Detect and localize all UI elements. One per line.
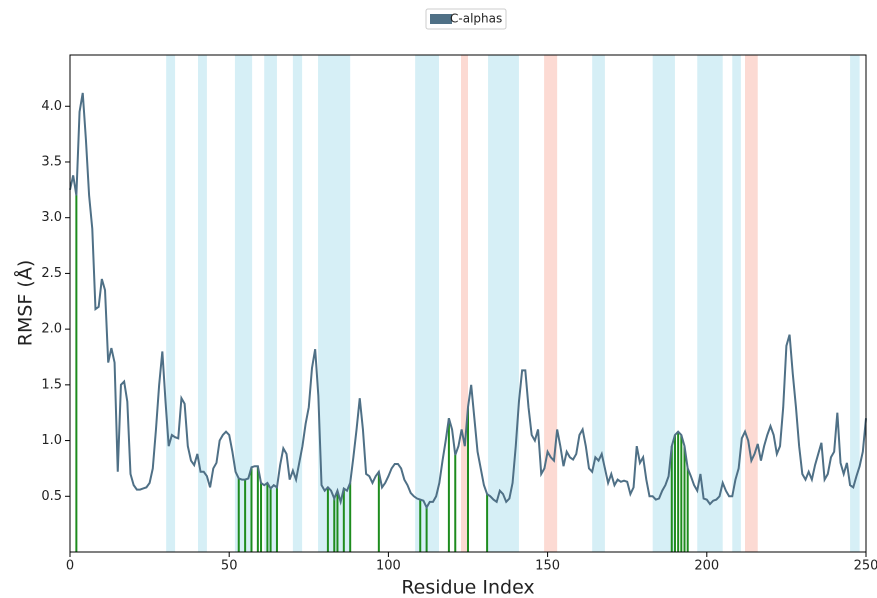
shaded-region: [292, 55, 303, 552]
shaded-region: [592, 55, 605, 552]
legend-swatch: [430, 14, 452, 24]
legend-label: C-alphas: [450, 12, 502, 26]
rmsf-line: [69, 92, 867, 510]
shaded-region: [264, 55, 277, 552]
shaded-region: [460, 55, 468, 552]
x-tick-label: 150: [535, 559, 560, 574]
shaded-region: [166, 55, 176, 552]
x-axis-label: Residue Index: [401, 577, 534, 598]
y-tick-label: 0.5: [41, 489, 62, 504]
y-tick-label: 1.0: [41, 433, 62, 448]
shaded-region: [197, 55, 207, 552]
shaded-region: [415, 55, 440, 552]
x-tick-label: 100: [376, 559, 401, 574]
y-axis-label: RMSF (Å): [14, 260, 37, 346]
shaded-region: [745, 55, 758, 552]
shaded-region: [652, 55, 675, 552]
x-tick-label: 0: [66, 559, 74, 574]
shaded-region: [318, 55, 351, 552]
shaded-region: [488, 55, 519, 552]
plot-frame: [69, 54, 867, 553]
y-tick-label: 2.0: [41, 322, 62, 337]
shaded-region: [732, 55, 741, 552]
x-tick-label: 50: [221, 559, 238, 574]
y-tick-label: 1.5: [41, 377, 62, 392]
x-tick-label: 250: [854, 559, 877, 574]
y-tick-label: 3.5: [41, 154, 62, 169]
shaded-region: [697, 55, 723, 552]
y-tick-label: 3.0: [41, 210, 62, 225]
shaded-region: [234, 55, 253, 552]
x-tick-label: 200: [694, 559, 719, 574]
y-tick-label: 4.0: [41, 99, 62, 114]
y-tick-label: 2.5: [41, 266, 62, 281]
shaded-region: [544, 55, 558, 552]
shaded-region: [850, 55, 860, 552]
